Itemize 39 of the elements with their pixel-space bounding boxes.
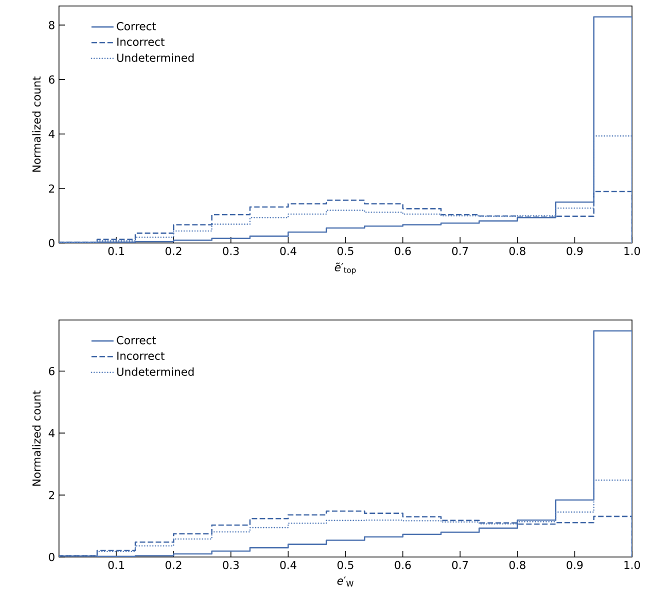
y-tick-label: 2 xyxy=(48,184,54,193)
y-axis-title: Normalized count xyxy=(32,390,41,486)
x-tick-label: 0.1 xyxy=(108,560,124,570)
x-tick-label: 0.7 xyxy=(452,246,468,256)
x-tick-label: 0.9 xyxy=(566,246,583,256)
y-axis-title: Normalized count xyxy=(32,76,41,172)
x-axis-title: ẽ′$_{top}$ xyxy=(334,262,356,274)
x-tick-label: 0.3 xyxy=(222,246,239,256)
x-tick-label: 0.5 xyxy=(338,246,354,256)
x-tick-label: 1.0 xyxy=(624,246,640,256)
y-tick-label: 6 xyxy=(48,366,54,376)
y-tick-label: 0 xyxy=(48,238,54,248)
x-tick-label: 0.6 xyxy=(394,246,411,256)
x-axis-title: e′$_{W}$ xyxy=(337,576,354,586)
x-tick-label: 0.9 xyxy=(566,560,583,570)
x-tick-label: 0.2 xyxy=(166,246,182,256)
x-tick-label: 1.0 xyxy=(624,560,640,570)
x-tick-label: 0.5 xyxy=(338,560,354,570)
y-tick-label: 8 xyxy=(48,20,54,30)
y-tick-label: 2 xyxy=(48,490,54,500)
x-tick-label: 0.4 xyxy=(280,246,296,256)
x-tick-label: 0.3 xyxy=(222,560,239,570)
legend-label: Incorrect xyxy=(117,352,165,360)
y-tick-label: 0 xyxy=(48,552,54,562)
y-tick-label: 4 xyxy=(48,130,55,138)
legend-label: Correct xyxy=(116,22,156,30)
x-tick-label: 0.8 xyxy=(509,560,526,570)
x-tick-label: 0.4 xyxy=(280,560,296,570)
x-tick-label: 0.2 xyxy=(166,560,182,570)
y-tick-label: 6 xyxy=(48,75,54,84)
legend-label: Undetermined xyxy=(117,367,194,376)
x-tick-label: 0.6 xyxy=(394,560,411,570)
x-tick-label: 0.7 xyxy=(452,560,468,570)
legend-label: Incorrect xyxy=(117,38,165,46)
legend-label: Undetermined xyxy=(117,53,194,62)
legend-label: Correct xyxy=(116,336,156,344)
y-tick-label: 4 xyxy=(48,429,55,438)
x-tick-label: 0.8 xyxy=(509,246,526,256)
x-tick-label: 0.1 xyxy=(108,246,124,256)
